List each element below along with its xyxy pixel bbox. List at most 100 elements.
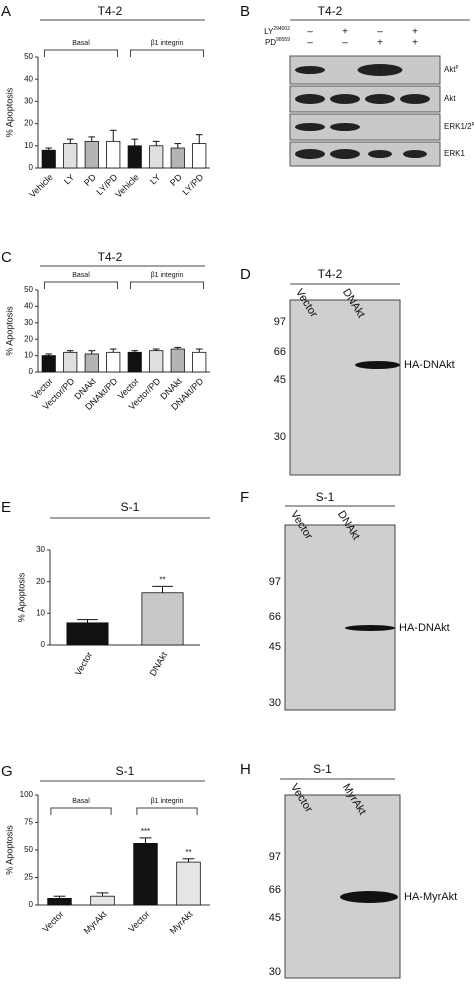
blot-band: [330, 149, 360, 159]
bar: [170, 348, 185, 373]
significance: **: [185, 848, 191, 857]
bar: [47, 898, 72, 906]
y-tick-label: 75: [24, 818, 33, 827]
significance: ***: [141, 827, 150, 836]
bar: [170, 147, 185, 169]
y-tick-label: 20: [24, 334, 33, 343]
treatment-label: PD98059: [265, 37, 290, 47]
bar: [106, 351, 121, 373]
y-tick-label: 20: [24, 119, 33, 128]
y-tick-label: 20: [36, 577, 45, 586]
chart-title: T4-2: [98, 250, 123, 264]
blot-band: [330, 94, 360, 104]
x-tick-label: LY/PD: [180, 172, 205, 197]
chart-title: S-1: [121, 500, 140, 514]
panel-letter: F: [240, 489, 249, 506]
bar: [192, 351, 207, 373]
x-tick-label: DNAkt: [148, 650, 170, 678]
y-tick-label: 50: [24, 845, 33, 854]
band-label: Akt: [444, 94, 456, 103]
group-bracket: [129, 49, 205, 57]
y-tick-label: 10: [24, 141, 33, 150]
panel-letter: B: [240, 3, 250, 20]
gel-band: [345, 625, 395, 631]
panel-letter: D: [240, 266, 251, 283]
gel-title: S-1: [316, 490, 335, 504]
marker-label: 45: [269, 641, 281, 653]
group-bracket: [43, 49, 119, 57]
y-axis-label: % Apoptosis: [4, 87, 14, 137]
x-tick-label: PD: [82, 172, 98, 188]
x-tick-label: Vector: [40, 909, 65, 934]
y-tick-label: 0: [41, 640, 46, 649]
blot-title: T4-2: [318, 4, 343, 18]
treatment-sign: –: [307, 38, 313, 49]
y-tick-label: 10: [36, 608, 45, 617]
blot-band: [295, 94, 325, 104]
marker-label: 97: [269, 851, 281, 863]
group-label: Basal: [72, 798, 90, 805]
group-label: Basal: [72, 272, 90, 279]
y-tick-label: 100: [20, 790, 34, 799]
treatment-name: LY: [264, 27, 274, 36]
bar: [149, 145, 164, 169]
blot-band: [365, 94, 395, 104]
treatment-sign: +: [342, 27, 348, 38]
y-tick-label: 50: [24, 52, 33, 61]
treatment-sup: 98059: [276, 37, 290, 43]
panel-letter: H: [240, 761, 251, 778]
treatment-sign: –: [307, 27, 313, 38]
panel-letter: A: [1, 3, 11, 20]
treatment-sign: –: [377, 27, 383, 38]
band-label: ERK1: [444, 149, 465, 158]
bar: [90, 895, 115, 906]
group-bracket: [136, 807, 198, 815]
marker-label: 66: [269, 884, 281, 896]
band-name: Akt: [444, 65, 456, 74]
y-tick-label: 10: [24, 351, 33, 360]
blot-band: [295, 123, 325, 131]
band-label: Aktp: [444, 64, 459, 74]
y-tick-label: 25: [24, 873, 33, 882]
band-label: HA-DNAkt: [399, 622, 450, 634]
x-tick-label: PD: [168, 172, 184, 188]
treatment-sign: –: [342, 38, 348, 49]
y-tick-label: 50: [24, 285, 33, 294]
y-tick-label: 30: [24, 318, 33, 327]
bar: [127, 145, 142, 169]
blot-band: [330, 123, 360, 131]
marker-label: 97: [274, 316, 286, 328]
treatment-name: PD: [265, 38, 276, 47]
blot-band: [295, 149, 325, 159]
blot-band: [295, 66, 325, 74]
group-label: β1 integrin: [151, 40, 184, 47]
x-tick-label: Vector: [126, 909, 151, 934]
gel: [289, 299, 401, 476]
marker-label: 45: [274, 374, 286, 386]
bar: [141, 592, 184, 646]
treatment-label: LY294002: [264, 26, 290, 36]
group-bracket: [43, 281, 119, 289]
x-tick-label: LY: [148, 172, 162, 186]
marker-label: 30: [269, 966, 281, 978]
gel: [284, 524, 396, 711]
treatment-sign: +: [377, 38, 383, 49]
bar: [149, 350, 164, 373]
blot-band: [368, 150, 392, 158]
bar: [63, 143, 78, 169]
bar: [41, 355, 56, 373]
band-label: HA-DNAkt: [404, 359, 455, 371]
band-name: ERK1/2: [444, 122, 472, 131]
y-tick-label: 30: [24, 97, 33, 106]
bar: [84, 353, 99, 373]
bar: [66, 622, 109, 646]
blot-band: [403, 150, 427, 158]
group-label: Basal: [72, 40, 90, 47]
treatment-sup: 294002: [273, 26, 290, 32]
x-tick-label: LY: [62, 172, 76, 186]
group-bracket: [129, 281, 205, 289]
y-tick-label: 40: [24, 74, 33, 83]
group-bracket: [50, 807, 112, 815]
marker-label: 30: [274, 431, 286, 443]
